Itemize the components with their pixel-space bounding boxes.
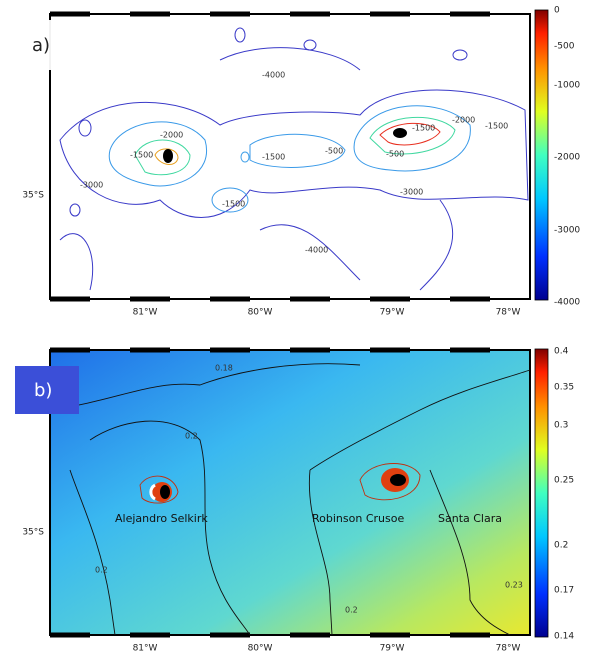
x-tick-label: 81°W	[133, 308, 158, 318]
y-tick-label: 35°S	[22, 528, 44, 538]
colorbar-tick-label: 0.25	[554, 476, 574, 486]
contours	[49, 363, 531, 636]
contour-label: -3000	[80, 181, 103, 190]
colorbar-tick-label: -500	[554, 42, 575, 52]
contour-label: -1500	[222, 200, 245, 209]
panel-label: a)	[32, 35, 50, 56]
colorbar-tick-label: 0.3	[554, 421, 568, 431]
frame-ticks	[50, 11, 490, 302]
y-tick-label: 35°S	[22, 191, 44, 201]
x-tick-label: 80°W	[248, 308, 273, 318]
map-frame	[49, 13, 531, 300]
contour-label: -1500	[262, 153, 285, 162]
x-tick-label: 79°W	[380, 308, 405, 318]
contour-label: -4000	[305, 246, 328, 255]
contour-label: -1500	[130, 151, 153, 160]
contour-label: 0.18	[215, 364, 233, 373]
axis-labels: 81°W 80°W 79°W 78°W 35°S 0 -500 -1000 -2000 -3000…	[22, 6, 580, 654]
colorbar-tick-label: 0.35	[554, 383, 574, 393]
x-tick-label: 78°W	[496, 308, 521, 318]
contour-label: -4000	[262, 71, 285, 80]
island	[390, 474, 406, 486]
colorbar-tick-label: 0.14	[554, 632, 574, 642]
colorbar-tick-label: 0.2	[554, 541, 568, 551]
contour-label: -500	[325, 147, 343, 156]
contour-label: 0.2	[345, 606, 358, 615]
colorbar-tick-label: 0.4	[554, 347, 569, 357]
panel-label-box	[15, 366, 79, 414]
contour-label: 0.23	[505, 581, 523, 590]
colorbar-tick-label: -1000	[554, 81, 580, 91]
colorbar-tick-label: -3000	[554, 226, 580, 236]
contours	[59, 27, 529, 291]
colorbar	[534, 9, 549, 301]
island-highlight	[149, 483, 156, 501]
colorbar-tick-label: 0.17	[554, 586, 574, 596]
panel-label: b)	[34, 380, 52, 401]
contour-label: 0.2	[95, 566, 108, 575]
island	[160, 485, 170, 499]
panel-a: -1500 -2000 -3000 -1500 -500 -1500 -4000…	[8, 9, 549, 302]
x-tick-label: 81°W	[133, 644, 158, 654]
x-tick-label: 80°W	[248, 644, 273, 654]
frame-ticks	[50, 347, 490, 638]
colorbar-tick-label: -4000	[554, 298, 580, 308]
place-name: Alejandro Selkirk	[115, 512, 208, 525]
map-frame	[49, 349, 531, 636]
contour-label: -3000	[400, 188, 423, 197]
contour-label: -500	[386, 150, 404, 159]
x-tick-label: 78°W	[496, 644, 521, 654]
x-tick-label: 79°W	[380, 644, 405, 654]
panel-b: Alejandro Selkirk Robinson Crusoe Santa …	[15, 347, 549, 638]
contour-label: -2000	[160, 131, 183, 140]
colorbar	[534, 348, 549, 638]
contour-label: -1500	[412, 124, 435, 133]
contour-label: -1500	[485, 122, 508, 131]
place-name: Santa Clara	[438, 512, 502, 525]
place-name: Robinson Crusoe	[312, 512, 404, 525]
contour-label: -2000	[452, 116, 475, 125]
colorbar-tick-label: 0	[554, 6, 560, 16]
panel-label-box	[8, 20, 78, 70]
contour-label: 0.2	[185, 432, 198, 441]
colorbar-tick-label: -2000	[554, 153, 580, 163]
